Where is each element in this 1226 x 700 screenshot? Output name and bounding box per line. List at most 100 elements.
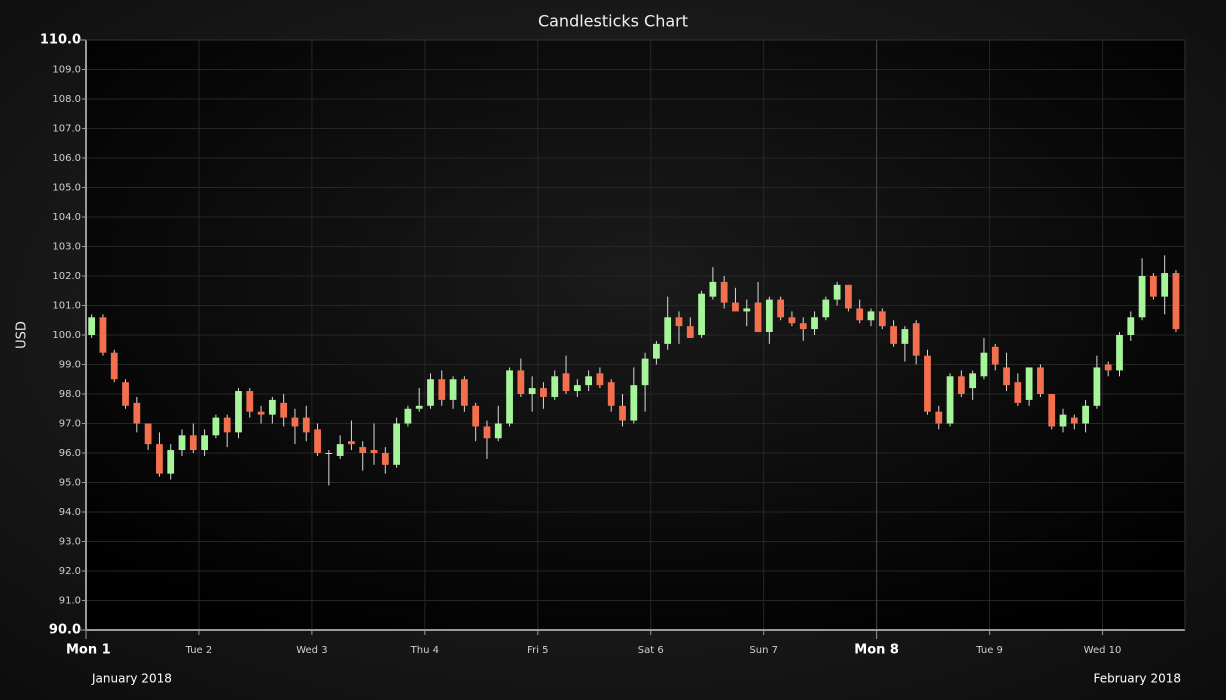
candle-body bbox=[494, 423, 502, 439]
candle-body bbox=[619, 405, 626, 421]
candle-body bbox=[460, 379, 468, 406]
chart-title: Candlesticks Chart bbox=[538, 12, 688, 31]
y-tick-label: 104.0 bbox=[52, 212, 81, 223]
y-tick-label: 103.0 bbox=[52, 242, 81, 253]
candle-body bbox=[144, 423, 152, 445]
candle-body bbox=[393, 423, 400, 465]
y-tick-label: 98.0 bbox=[59, 389, 81, 400]
candle-body bbox=[777, 299, 785, 318]
candle-body bbox=[359, 447, 367, 453]
candle-body bbox=[427, 379, 434, 406]
x-tick-label: Sun 7 bbox=[749, 645, 778, 656]
candle-body bbox=[901, 329, 909, 344]
axes: 90.0 91.0 92.0 93.0 94.0 95.0 96.0 97.0 98.0 99.0… bbox=[40, 33, 1186, 658]
x-tick-label: Sat 6 bbox=[638, 645, 664, 656]
candle-body bbox=[280, 402, 288, 418]
candle-body bbox=[1127, 317, 1135, 335]
y-tick-label: 92.0 bbox=[59, 566, 81, 577]
candle-body bbox=[506, 370, 513, 424]
candle-body bbox=[133, 402, 141, 424]
candle-body bbox=[969, 373, 977, 389]
candle-body bbox=[811, 317, 818, 330]
candle-body bbox=[788, 317, 796, 324]
candle-body bbox=[122, 382, 129, 406]
candle-body bbox=[720, 281, 728, 303]
y-tick-label: 93.0 bbox=[59, 537, 81, 548]
candle-body bbox=[370, 450, 378, 453]
candle-body bbox=[167, 450, 175, 474]
candle-body bbox=[517, 370, 525, 394]
candle-body bbox=[223, 417, 231, 433]
grid bbox=[85, 39, 1185, 631]
candle-body bbox=[924, 355, 931, 412]
candle-body bbox=[88, 317, 96, 335]
y-tick-label: 90.0 bbox=[49, 623, 81, 638]
candle-body bbox=[235, 391, 242, 433]
candle-body bbox=[1070, 417, 1078, 424]
candle-body bbox=[867, 311, 875, 321]
candle-body bbox=[110, 352, 118, 380]
candle-body bbox=[415, 405, 423, 409]
y-tick-label: 110.0 bbox=[40, 33, 81, 48]
y-tick-label: 96.0 bbox=[59, 448, 81, 459]
candle-body bbox=[1093, 367, 1101, 406]
candle-body bbox=[957, 376, 965, 394]
candle-body bbox=[178, 435, 186, 451]
candle-body bbox=[607, 382, 615, 406]
candle-body bbox=[348, 441, 355, 445]
candle-body bbox=[1014, 382, 1022, 403]
candle-body bbox=[912, 323, 920, 356]
x-period-label: January 2018 bbox=[91, 672, 172, 686]
candle-body bbox=[1082, 405, 1089, 424]
candle-body bbox=[980, 352, 988, 377]
candle-body bbox=[257, 411, 265, 415]
candle-body bbox=[1037, 367, 1044, 394]
x-period-label: February 2018 bbox=[1093, 672, 1181, 686]
candle-body bbox=[438, 379, 446, 400]
candle-body bbox=[189, 435, 197, 451]
y-tick-label: 94.0 bbox=[59, 507, 81, 518]
candle-body bbox=[585, 376, 593, 386]
candle-body bbox=[291, 417, 299, 427]
x-tick-label: Fri 5 bbox=[527, 645, 548, 656]
y-tick-label: 107.0 bbox=[52, 124, 81, 135]
candle-body bbox=[698, 293, 705, 335]
candle-body bbox=[201, 435, 208, 451]
candle-body bbox=[540, 388, 547, 397]
candle-body bbox=[630, 385, 638, 421]
y-tick-label: 99.0 bbox=[59, 360, 81, 371]
candle-body bbox=[212, 417, 220, 436]
candle-body bbox=[641, 358, 649, 386]
candle-body bbox=[878, 311, 886, 327]
candles bbox=[88, 255, 1180, 486]
candle-body bbox=[935, 411, 943, 424]
candle-body bbox=[381, 453, 389, 465]
candle-body bbox=[675, 317, 683, 327]
x-tick-label: Wed 3 bbox=[296, 645, 327, 656]
candle-body bbox=[1149, 276, 1157, 297]
y-tick-label: 109.0 bbox=[52, 65, 81, 76]
candle-body bbox=[709, 281, 717, 297]
candle-body bbox=[562, 373, 570, 392]
candle-body bbox=[653, 343, 660, 359]
candle-body bbox=[833, 284, 841, 300]
candle-body bbox=[732, 302, 739, 312]
candle-body bbox=[573, 385, 581, 392]
candle-body bbox=[1161, 273, 1169, 297]
candle-body bbox=[1116, 335, 1123, 371]
candle-body bbox=[1048, 394, 1056, 427]
x-tick-label: Mon 1 bbox=[66, 643, 111, 658]
candle-body bbox=[551, 376, 559, 397]
candle-body bbox=[325, 453, 333, 454]
candle-body bbox=[1172, 273, 1180, 330]
candle-body bbox=[404, 408, 412, 424]
y-tick-label: 101.0 bbox=[52, 301, 81, 312]
y-axis-title: USD bbox=[15, 321, 30, 349]
y-tick-label: 97.0 bbox=[59, 419, 81, 430]
candle-body bbox=[822, 299, 830, 318]
candle-body bbox=[483, 426, 491, 439]
candle-body bbox=[664, 317, 672, 344]
candle-body bbox=[1025, 367, 1033, 400]
candle-body bbox=[336, 444, 344, 456]
